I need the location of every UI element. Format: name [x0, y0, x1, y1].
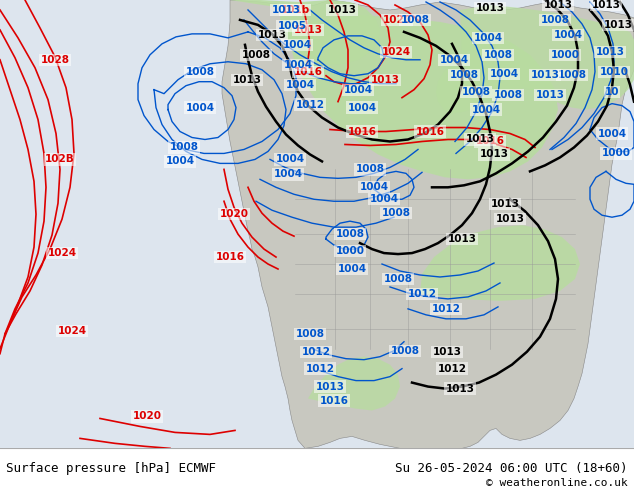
Text: 1016: 1016 [415, 126, 444, 137]
Text: 1004: 1004 [489, 69, 519, 79]
Text: 1008: 1008 [186, 67, 214, 77]
Text: 1013: 1013 [479, 149, 508, 159]
Text: 1013: 1013 [370, 74, 399, 85]
Text: 1008: 1008 [450, 70, 479, 80]
Text: 1013: 1013 [316, 382, 344, 392]
Text: 1008: 1008 [356, 164, 384, 174]
Text: 1004: 1004 [273, 170, 302, 179]
Polygon shape [436, 5, 634, 114]
Text: 1008: 1008 [391, 346, 420, 356]
Text: 1008: 1008 [295, 329, 325, 339]
Text: 1000: 1000 [602, 148, 630, 158]
Text: 1008: 1008 [462, 87, 491, 97]
Text: 1013: 1013 [604, 20, 633, 30]
Text: 1012: 1012 [432, 304, 460, 314]
Polygon shape [420, 225, 580, 301]
Text: Surface pressure [hPa] ECMWF: Surface pressure [hPa] ECMWF [6, 462, 216, 475]
Text: Su 26-05-2024 06:00 UTC (18+60): Su 26-05-2024 06:00 UTC (18+60) [395, 462, 628, 475]
Text: 1008: 1008 [484, 50, 512, 60]
Text: 1008: 1008 [169, 143, 198, 152]
Text: 1004: 1004 [347, 102, 377, 113]
Text: 1013: 1013 [465, 134, 495, 145]
Text: 1004: 1004 [283, 60, 313, 70]
Text: 1013: 1013 [257, 30, 287, 40]
Text: 1013: 1013 [536, 90, 564, 99]
Polygon shape [290, 15, 558, 179]
Text: 1024: 1024 [58, 326, 87, 336]
Text: 1004: 1004 [282, 40, 311, 50]
Text: 1004: 1004 [165, 156, 195, 167]
Text: 1000: 1000 [335, 246, 365, 256]
Text: 1016: 1016 [216, 252, 245, 262]
Text: 1004: 1004 [439, 55, 469, 65]
Text: 1008: 1008 [242, 50, 271, 60]
Text: 1020: 1020 [382, 15, 411, 25]
Text: 1004: 1004 [185, 102, 214, 113]
Text: 102B: 102B [45, 154, 75, 165]
Text: © weatheronline.co.uk: © weatheronline.co.uk [486, 478, 628, 488]
Text: 1004: 1004 [337, 264, 366, 274]
Text: 1013: 1013 [294, 25, 323, 35]
Text: 1013: 1013 [476, 3, 505, 13]
Text: 1020: 1020 [219, 209, 249, 219]
Text: 1013: 1013 [496, 214, 524, 224]
Text: 1013: 1013 [271, 5, 301, 15]
Text: 1013: 1013 [491, 199, 519, 209]
Text: 1028: 1028 [41, 55, 70, 65]
Text: 1013: 1013 [446, 384, 474, 393]
Text: 1013: 1013 [448, 234, 477, 244]
Text: 1004: 1004 [472, 104, 501, 115]
Text: 1008: 1008 [541, 15, 569, 25]
Text: 1013: 1013 [543, 0, 573, 10]
Text: 1013: 1013 [595, 47, 624, 57]
Text: 1013: 1013 [432, 347, 462, 357]
Text: 1013: 1013 [328, 5, 356, 15]
Text: 1024: 1024 [382, 47, 411, 57]
Text: 1012: 1012 [408, 289, 436, 299]
Text: 10: 10 [605, 87, 619, 97]
Text: 1013: 1013 [233, 74, 261, 85]
Text: 1024: 1024 [48, 248, 77, 258]
Text: 1004: 1004 [285, 80, 314, 90]
Text: 1008: 1008 [382, 208, 410, 218]
Text: 1008: 1008 [557, 70, 586, 80]
Text: 1016: 1016 [476, 137, 505, 147]
Text: 1004: 1004 [597, 128, 626, 139]
Text: 1004: 1004 [370, 194, 399, 204]
Polygon shape [230, 0, 380, 65]
Polygon shape [308, 357, 400, 411]
Text: 1004: 1004 [359, 182, 389, 192]
Text: 1000: 1000 [550, 50, 579, 60]
Text: 1004: 1004 [474, 33, 503, 43]
Text: 1005: 1005 [278, 21, 306, 31]
Text: 1012: 1012 [437, 364, 467, 374]
Text: 1012: 1012 [306, 364, 335, 374]
Text: 1008: 1008 [335, 229, 365, 239]
Text: 1008: 1008 [384, 274, 413, 284]
Text: 1004: 1004 [553, 30, 583, 40]
Text: 1004: 1004 [344, 85, 373, 95]
Text: 1010: 1010 [600, 67, 628, 77]
Text: 1016: 1016 [294, 67, 323, 77]
Text: 101b: 101b [280, 5, 309, 15]
Text: 1012: 1012 [302, 347, 330, 357]
Text: 1008: 1008 [401, 15, 429, 25]
Text: 1016: 1016 [347, 126, 377, 137]
Text: 1020: 1020 [133, 412, 162, 421]
Text: 1004: 1004 [275, 154, 304, 165]
Text: 1013: 1013 [592, 0, 621, 10]
Text: 1008: 1008 [493, 90, 522, 99]
Text: 1016: 1016 [320, 395, 349, 406]
Polygon shape [222, 0, 634, 448]
Text: 1013: 1013 [531, 70, 559, 80]
Text: 1012: 1012 [295, 99, 325, 110]
